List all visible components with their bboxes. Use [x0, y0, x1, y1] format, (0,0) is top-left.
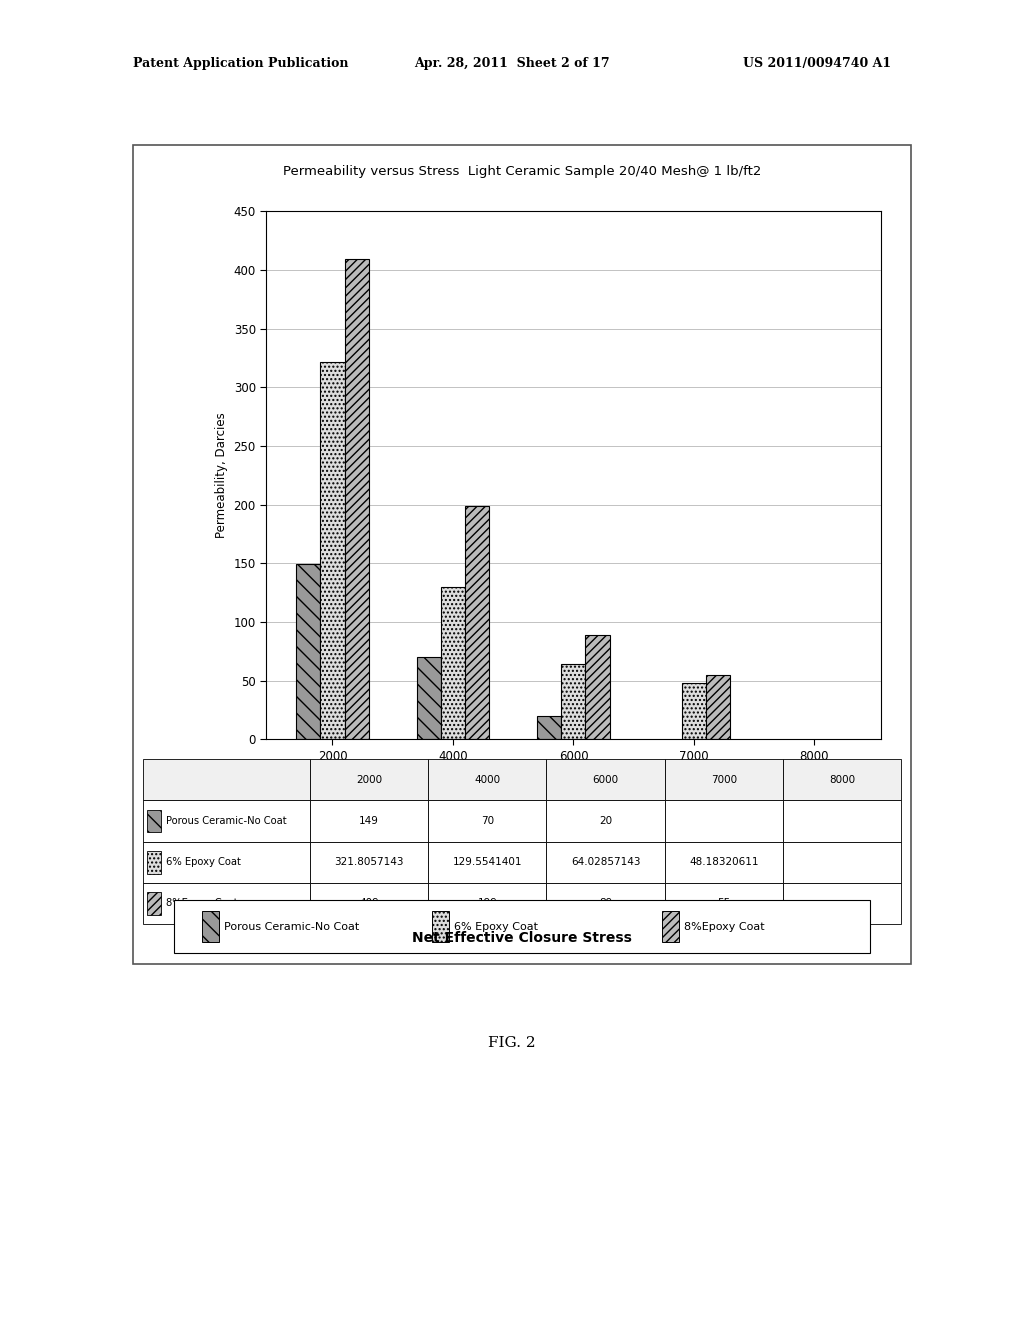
- Text: 8000: 8000: [829, 775, 855, 784]
- Bar: [547, 800, 665, 842]
- Bar: [344, 259, 369, 739]
- Text: 409: 409: [359, 899, 379, 908]
- Bar: [143, 883, 310, 924]
- Text: 6% Epoxy Coat: 6% Epoxy Coat: [454, 921, 538, 932]
- Text: 7000: 7000: [711, 775, 737, 784]
- Text: 20: 20: [599, 816, 612, 826]
- Bar: [538, 715, 561, 739]
- Bar: [561, 664, 586, 739]
- Bar: [202, 911, 219, 942]
- Text: 4000: 4000: [474, 775, 501, 784]
- Bar: [665, 800, 783, 842]
- Text: 6% Epoxy Coat: 6% Epoxy Coat: [166, 857, 241, 867]
- Text: Apr. 28, 2011  Sheet 2 of 17: Apr. 28, 2011 Sheet 2 of 17: [414, 57, 610, 70]
- Y-axis label: Permeability, Darcies: Permeability, Darcies: [215, 412, 228, 539]
- Bar: [147, 892, 161, 915]
- Text: 55: 55: [717, 899, 730, 908]
- Text: 8%Epoxy Coat: 8%Epoxy Coat: [684, 921, 764, 932]
- Bar: [547, 842, 665, 883]
- Bar: [665, 759, 783, 800]
- Bar: [296, 565, 321, 739]
- Text: 48.18320611: 48.18320611: [689, 857, 759, 867]
- Text: Porous Ceramic-No Coat: Porous Ceramic-No Coat: [166, 816, 287, 826]
- Text: 64.02857143: 64.02857143: [570, 857, 640, 867]
- Bar: [783, 759, 901, 800]
- Bar: [147, 851, 161, 874]
- Bar: [547, 883, 665, 924]
- Bar: [662, 911, 679, 942]
- Text: 199: 199: [477, 899, 498, 908]
- Text: 6000: 6000: [593, 775, 618, 784]
- Bar: [428, 883, 547, 924]
- Bar: [310, 759, 428, 800]
- Text: 2000: 2000: [356, 775, 382, 784]
- Bar: [417, 657, 441, 739]
- Bar: [665, 842, 783, 883]
- Bar: [428, 842, 547, 883]
- Bar: [665, 883, 783, 924]
- Text: 70: 70: [481, 816, 494, 826]
- Bar: [547, 759, 665, 800]
- Bar: [586, 635, 609, 739]
- Text: Porous Ceramic-No Coat: Porous Ceramic-No Coat: [224, 921, 359, 932]
- Bar: [143, 800, 310, 842]
- Bar: [783, 883, 901, 924]
- Text: Permeability versus Stress  Light Ceramic Sample 20/40 Mesh@ 1 lb/ft2: Permeability versus Stress Light Ceramic…: [283, 165, 762, 178]
- Bar: [310, 883, 428, 924]
- Bar: [147, 809, 161, 833]
- Bar: [143, 842, 310, 883]
- Text: Patent Application Publication: Patent Application Publication: [133, 57, 348, 70]
- Bar: [310, 842, 428, 883]
- Text: 321.8057143: 321.8057143: [335, 857, 403, 867]
- Text: 8%Epoxy Coat: 8%Epoxy Coat: [166, 899, 238, 908]
- Bar: [783, 842, 901, 883]
- Bar: [143, 759, 310, 800]
- Bar: [428, 759, 547, 800]
- Bar: [465, 506, 489, 739]
- Bar: [310, 800, 428, 842]
- Bar: [428, 800, 547, 842]
- Text: 89: 89: [599, 899, 612, 908]
- Bar: [321, 362, 344, 739]
- Bar: [441, 587, 465, 739]
- Text: US 2011/0094740 A1: US 2011/0094740 A1: [742, 57, 891, 70]
- Bar: [783, 800, 901, 842]
- Text: Net Effective Closure Stress: Net Effective Closure Stress: [413, 931, 632, 945]
- Text: 129.5541401: 129.5541401: [453, 857, 522, 867]
- Bar: [706, 675, 730, 739]
- Bar: [682, 682, 706, 739]
- Text: 149: 149: [359, 816, 379, 826]
- Bar: [432, 911, 450, 942]
- Text: FIG. 2: FIG. 2: [488, 1036, 536, 1051]
